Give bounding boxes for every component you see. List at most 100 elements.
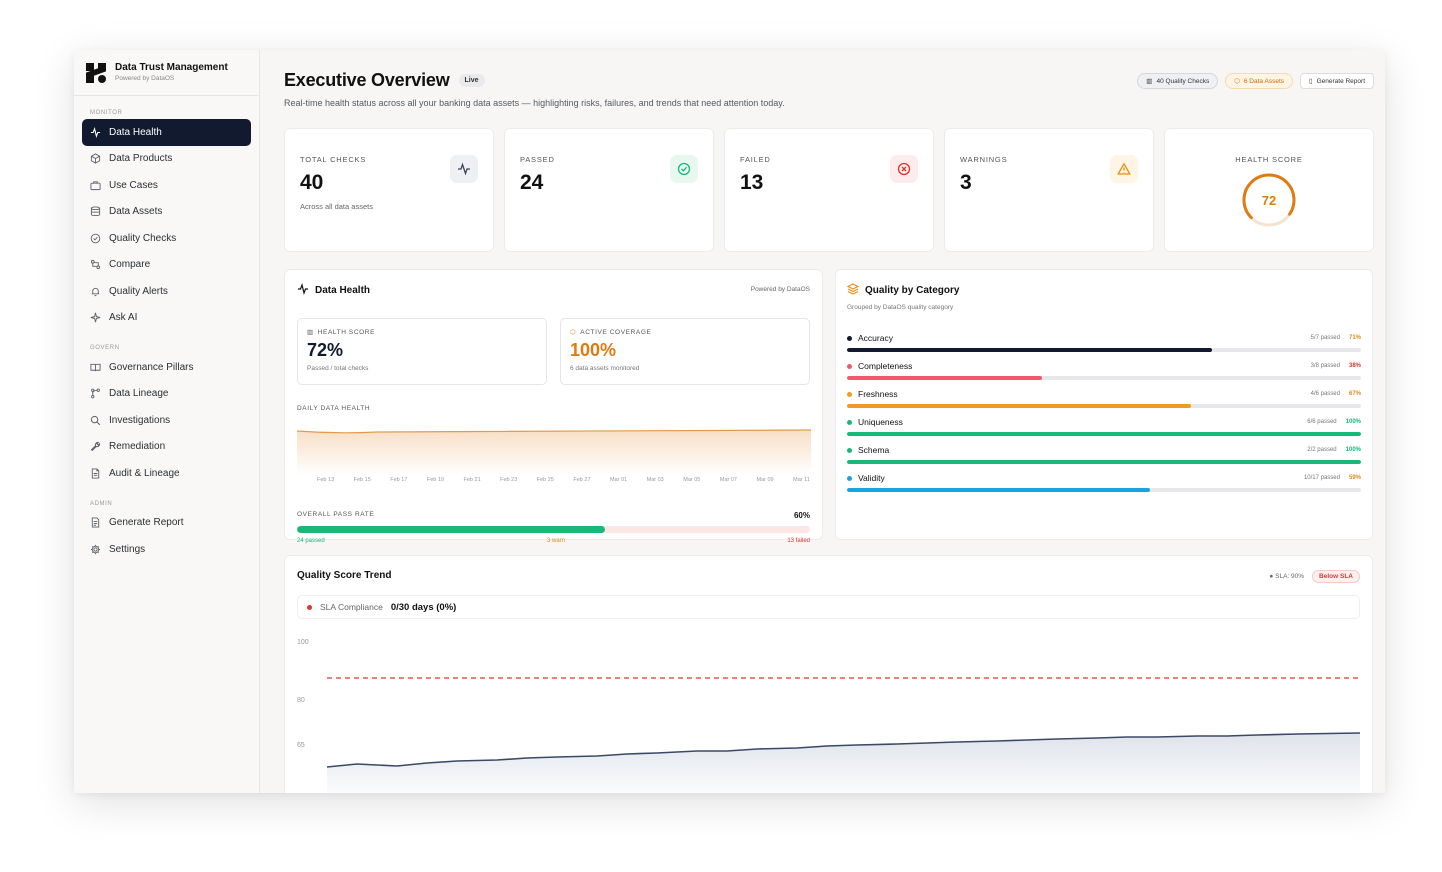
sidebar-item-label: Quality Alerts <box>109 285 168 297</box>
quality-checks-chip[interactable]: ▥ 40 Quality Checks <box>1137 73 1219 89</box>
category-pct: 38% <box>1348 363 1361 369</box>
kpi-health-score[interactable]: HEALTH SCORE 72 <box>1164 128 1374 252</box>
sidebar-item-data-products[interactable]: Data Products <box>74 146 259 173</box>
category-bar <box>847 460 1361 464</box>
mini-value: 72% <box>307 340 344 360</box>
sidebar: Data Trust Management Powered by DataOS … <box>74 50 260 793</box>
sidebar-item-data-assets[interactable]: Data Assets <box>74 199 259 226</box>
check-circle-icon <box>90 233 101 244</box>
sidebar-item-label: Compare <box>109 259 151 271</box>
category-name: Completeness <box>858 361 913 371</box>
category-row[interactable]: Completeness 3/8 passed 38% <box>847 361 1361 389</box>
category-row[interactable]: Uniqueness 6/6 passed 100% <box>847 417 1361 445</box>
check-circle-icon <box>670 155 698 183</box>
category-bar <box>847 404 1361 408</box>
category-pct: 59% <box>1348 475 1361 481</box>
compliance-value: 0/30 days (0%) <box>390 601 457 613</box>
pass-rate-value: 60% <box>793 511 810 520</box>
sidebar-item-quality-alerts[interactable]: Quality Alerts <box>74 278 259 305</box>
x-circle-icon <box>890 155 918 183</box>
nav-section-admin: ADMIN <box>90 500 113 507</box>
category-count: 6/6 passed <box>1307 419 1337 425</box>
category-count: 3/8 passed <box>1310 363 1340 369</box>
sidebar-item-label: Data Assets <box>109 206 163 218</box>
date-tick: Mar 07 <box>719 477 737 483</box>
sidebar-item-label: Remediation <box>109 441 166 453</box>
category-bar-fill <box>847 432 1361 436</box>
quality-score-trend-card: Quality Score Trend ● SLA: 90% Below SLA… <box>284 555 1373 793</box>
sidebar-item-quality-checks[interactable]: Quality Checks <box>74 225 259 252</box>
category-count: 10/17 passed <box>1303 475 1340 481</box>
date-tick: Feb 13 <box>317 477 335 483</box>
category-row[interactable]: Freshness 4/6 passed 67% <box>847 389 1361 417</box>
cube-icon: ⬡ <box>1234 78 1240 85</box>
sidebar-item-data-lineage[interactable]: Data Lineage <box>74 381 259 408</box>
health-score-gauge: 72 <box>1239 170 1299 230</box>
kpi-failed[interactable]: FAILED 13 <box>724 128 934 252</box>
generate-report-button[interactable]: ▯ Generate Report <box>1300 73 1374 89</box>
sla-indicator: ● SLA: 90% <box>1269 573 1305 580</box>
category-bar-fill <box>847 488 1151 492</box>
activity-icon <box>450 155 478 183</box>
sidebar-item-use-cases[interactable]: Use Cases <box>74 172 259 199</box>
sidebar-item-remediation[interactable]: Remediation <box>74 434 259 461</box>
daily-health-label: DAILY DATA HEALTH <box>297 405 371 412</box>
category-bar <box>847 376 1361 380</box>
search-icon <box>90 415 101 426</box>
mini-sub: 6 data assets monitored <box>570 365 640 372</box>
data-assets-chip[interactable]: ⬡ 6 Data Assets <box>1225 73 1293 89</box>
category-bar-fill <box>847 348 1212 352</box>
brand: Data Trust Management Powered by DataOS <box>74 50 259 96</box>
sla-label: SLA: 90% <box>1275 573 1305 580</box>
category-pct: 100% <box>1345 419 1361 425</box>
sidebar-item-label: Use Cases <box>109 179 158 191</box>
data-assets-chip-label: 6 Data Assets <box>1243 77 1284 85</box>
kpi-label: HEALTH SCORE <box>1235 155 1303 164</box>
sidebar-item-settings[interactable]: Settings <box>74 536 259 563</box>
sidebar-item-label: Investigations <box>109 414 171 426</box>
date-tick: Feb 15 <box>353 477 371 483</box>
sidebar-item-generate-report[interactable]: Generate Report <box>74 510 259 537</box>
category-name: Validity <box>858 473 885 483</box>
category-dot-icon <box>847 475 852 481</box>
category-bar-fill <box>847 376 1043 380</box>
compare-icon <box>90 259 101 270</box>
page-title: Executive Overview <box>284 70 450 90</box>
kpi-sub: Across all data assets <box>300 202 373 211</box>
briefcase-icon <box>90 180 101 191</box>
pass-rate-fill <box>297 526 605 533</box>
mini-label: HEALTH SCORE <box>317 328 376 336</box>
date-tick: Feb 23 <box>500 477 518 483</box>
kpi-label: FAILED <box>740 155 771 164</box>
sidebar-item-investigations[interactable]: Investigations <box>74 407 259 434</box>
card-title: Quality by Category <box>865 285 960 296</box>
y-tick: 80 <box>297 697 305 704</box>
sidebar-item-label: Data Lineage <box>109 388 169 400</box>
powered-by: Powered by DataOS <box>750 286 810 293</box>
category-row[interactable]: Validity 10/17 passed 59% <box>847 473 1361 501</box>
date-tick: Mar 03 <box>646 477 664 483</box>
pass-rate-bar <box>297 526 810 533</box>
sidebar-item-compare[interactable]: Compare <box>74 252 259 279</box>
sidebar-item-governance-pillars[interactable]: Governance Pillars <box>74 354 259 381</box>
category-name: Schema <box>858 445 890 455</box>
category-row[interactable]: Schema 2/2 passed 100% <box>847 445 1361 473</box>
brand-name: Data Trust Management <box>115 62 228 73</box>
category-row[interactable]: Accuracy 5/7 passed 71% <box>847 333 1361 361</box>
kpi-label: WARNINGS <box>960 155 1008 164</box>
date-axis: Feb 13 Feb 15 Feb 17 Feb 19 Feb 21 Feb 23 Feb … <box>317 477 810 483</box>
kpi-total-checks[interactable]: TOTAL CHECKS 40 Across all data assets <box>284 128 494 252</box>
sidebar-item-ask-ai[interactable]: Ask AI <box>74 305 259 332</box>
sidebar-item-data-health[interactable]: Data Health <box>82 119 251 146</box>
sidebar-item-audit-lineage[interactable]: Audit & Lineage <box>74 460 259 487</box>
date-tick: Feb 27 <box>573 477 591 483</box>
kpi-passed[interactable]: PASSED 24 <box>504 128 714 252</box>
category-count: 4/6 passed <box>1310 391 1340 397</box>
category-bar <box>847 348 1361 352</box>
kpi-warnings[interactable]: WARNINGS 3 <box>944 128 1154 252</box>
category-pct: 100% <box>1345 447 1361 453</box>
report-icon <box>90 517 101 528</box>
kpi-label: PASSED <box>520 155 555 164</box>
sidebar-item-label: Data Health <box>109 126 162 138</box>
file-icon: ▯ <box>1309 78 1313 85</box>
